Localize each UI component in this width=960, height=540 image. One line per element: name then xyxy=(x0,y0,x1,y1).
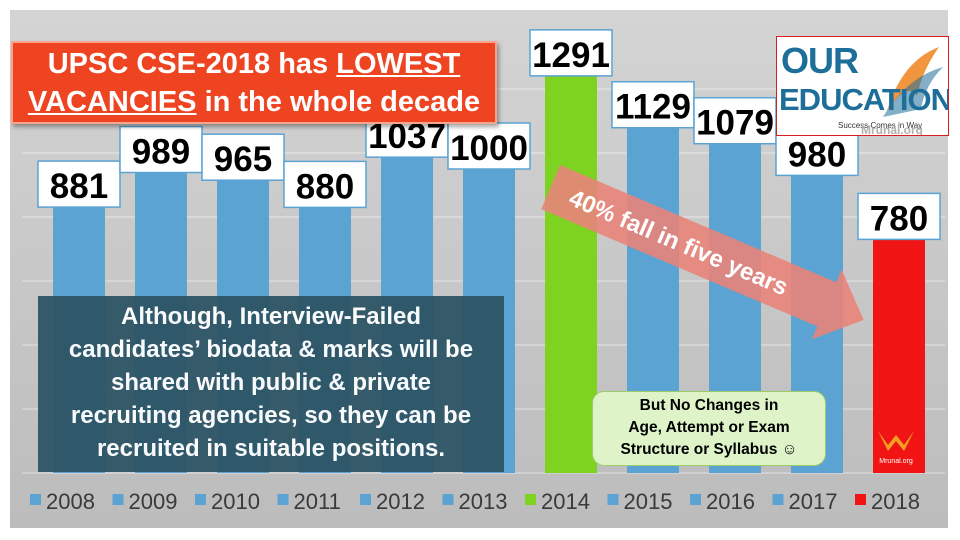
note-line: candidates’ biodata & marks will be xyxy=(68,336,474,363)
legend-swatch xyxy=(360,494,371,505)
legend-label: 2017 xyxy=(789,489,838,514)
value-label: 880 xyxy=(296,167,354,206)
value-label-box xyxy=(201,133,285,181)
legend-label: 2011 xyxy=(294,489,341,514)
logo-line1: OUR xyxy=(781,40,859,81)
title-part1: UPSC CSE-2018 has xyxy=(47,48,337,80)
value-label: 980 xyxy=(788,135,846,174)
legend-swatch xyxy=(277,494,289,505)
chart-title: UPSC CSE-2018 has LOWEST VACANCIES in th… xyxy=(11,41,497,124)
value-label: 1079 xyxy=(696,104,774,143)
value-label: 1291 xyxy=(532,36,610,75)
value-label-box xyxy=(857,192,941,241)
value-label-box xyxy=(529,29,613,77)
legend-label: 2008 xyxy=(46,489,95,514)
legend-swatch xyxy=(195,494,206,505)
legend-label: 2012 xyxy=(376,489,425,514)
legend-swatch xyxy=(30,494,41,505)
value-label-box xyxy=(775,128,859,177)
value-label-box xyxy=(611,80,695,129)
small-logo-icon xyxy=(878,431,914,451)
legend-label: 2009 xyxy=(129,489,178,514)
value-label-box xyxy=(119,125,203,174)
legend-swatch xyxy=(855,494,866,505)
legend-label: 2015 xyxy=(624,489,673,514)
value-label: 780 xyxy=(870,199,928,238)
value-label: 881 xyxy=(50,167,108,206)
arrow-shape xyxy=(541,165,864,340)
legend-label: 2018 xyxy=(871,489,920,514)
legend-label: 2014 xyxy=(541,489,590,514)
green-note-line: Structure or Syllabus ☺ xyxy=(620,441,798,458)
logo-tagline: Success Comes in Way xyxy=(838,121,923,130)
wing-icon xyxy=(883,47,943,117)
legend-label: 2016 xyxy=(706,489,755,514)
legend-label: 2010 xyxy=(211,489,260,514)
note-line: shared with public & private xyxy=(110,369,432,396)
legend-swatch xyxy=(112,494,124,505)
note-line: recruiting agencies, so they can be xyxy=(70,402,472,429)
value-label-box xyxy=(693,96,777,145)
our-education-logo: OUR EDUCATION Success Comes in Way Mruna… xyxy=(776,36,949,136)
value-label-box xyxy=(37,160,121,208)
legend-swatch xyxy=(442,494,454,505)
title-lowest: LOWEST xyxy=(336,48,461,80)
legend-label: 2013 xyxy=(459,489,508,514)
legend-swatch xyxy=(525,494,536,505)
note-line: Although, Interview-Failed xyxy=(120,303,421,330)
value-label: 989 xyxy=(132,133,190,172)
title-part2: in the whole decade xyxy=(196,86,481,118)
bar-2018 xyxy=(873,223,925,473)
value-label: 965 xyxy=(214,140,272,179)
value-label: 1000 xyxy=(450,129,528,168)
title-vacancies: VACANCIES xyxy=(27,86,197,118)
green-note-line: Age, Attempt or Exam xyxy=(628,419,790,436)
legend-swatch xyxy=(607,494,619,505)
small-logo-text: Mrunal.org xyxy=(879,458,913,465)
value-label-box xyxy=(283,160,367,209)
value-label: 1129 xyxy=(615,88,691,127)
interview-failed-note: Although, Interview-Failed candidates’ b… xyxy=(38,296,504,472)
legend-swatch xyxy=(690,494,701,505)
legend-swatch xyxy=(772,494,784,505)
note-line: recruited in suitable positions. xyxy=(96,435,446,462)
no-changes-note: But No Changes in Age, Attempt or Exam S… xyxy=(592,391,826,466)
green-note-line: But No Changes in xyxy=(639,397,779,414)
logo-watermark: Mrunal.org xyxy=(861,123,923,136)
bar-2014 xyxy=(545,59,597,473)
logo-line2: EDUCATION xyxy=(779,82,949,117)
